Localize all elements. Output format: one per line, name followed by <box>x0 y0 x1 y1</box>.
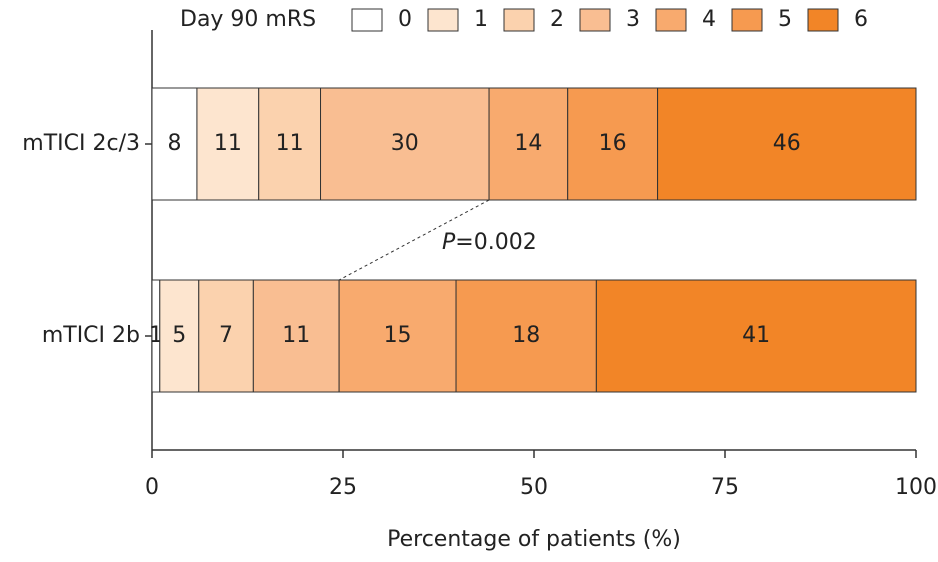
bar-segment <box>151 87 198 201</box>
x-tick-label: 25 <box>329 475 357 500</box>
data-label: 7 <box>219 323 233 348</box>
legend-swatch <box>731 8 763 32</box>
y-tick-label: mTICI 2b <box>42 323 140 348</box>
x-axis-label: Percentage of patients (%) <box>387 527 681 552</box>
data-label: 46 <box>773 131 801 156</box>
data-label: 14 <box>514 131 542 156</box>
bar-segment <box>338 279 457 393</box>
bar-segment <box>196 87 260 201</box>
x-tick-label: 50 <box>520 475 548 500</box>
bar-segment <box>657 87 917 201</box>
data-label: 16 <box>599 131 627 156</box>
legend-label: 0 <box>398 7 412 32</box>
legend-label: 2 <box>550 7 564 32</box>
legend-label: 3 <box>626 7 640 32</box>
legend-label: 5 <box>778 7 792 32</box>
bar-segment <box>595 279 917 393</box>
legend-label: 4 <box>702 7 716 32</box>
bar-segment <box>252 279 340 393</box>
annotation-text: =0.002 <box>455 230 536 255</box>
data-label: 5 <box>172 323 186 348</box>
legend-label: 6 <box>854 7 868 32</box>
data-label: 41 <box>742 323 770 348</box>
x-tick-label: 0 <box>145 475 159 500</box>
bar-segment <box>159 279 200 393</box>
legend-swatch <box>427 8 459 32</box>
x-tick-label: 75 <box>711 475 739 500</box>
bar-segment <box>567 87 659 201</box>
legend-swatch <box>807 8 839 32</box>
legend-swatch <box>503 8 535 32</box>
data-label: 15 <box>384 323 412 348</box>
legend-swatch <box>655 8 687 32</box>
annotation: P=0.002 <box>442 230 537 255</box>
legend-label: 1 <box>474 7 488 32</box>
legend-title: Day 90 mRS <box>180 7 316 32</box>
legend-swatch <box>351 8 383 32</box>
annotation-italic: P <box>442 230 456 255</box>
data-label: 11 <box>282 323 310 348</box>
data-label: 18 <box>512 323 540 348</box>
data-label: 30 <box>391 131 419 156</box>
legend-swatch <box>579 8 611 32</box>
y-tick-label: mTICI 2c/3 <box>22 131 140 156</box>
x-tick-label: 100 <box>895 475 937 500</box>
connector <box>338 199 490 281</box>
data-label: 8 <box>167 131 181 156</box>
data-label: 11 <box>214 131 242 156</box>
bar-segment <box>455 279 597 393</box>
data-label: 11 <box>276 131 304 156</box>
